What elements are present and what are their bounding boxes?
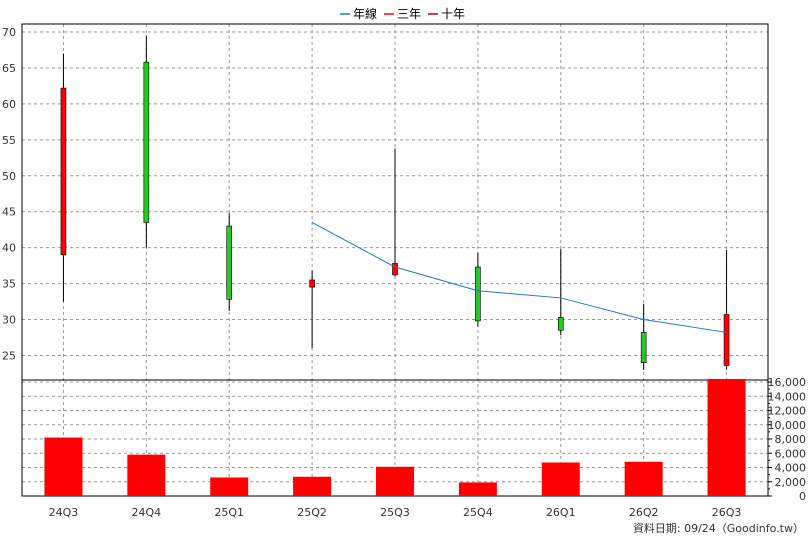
candle-body	[60, 87, 67, 256]
category-tick-label: 26Q2	[629, 506, 659, 519]
price-tick-label: 70	[2, 26, 16, 39]
candle-body	[143, 61, 150, 223]
volume-bar	[210, 477, 249, 496]
price-tick-label: 40	[2, 242, 16, 255]
candle-body	[723, 314, 730, 366]
category-tick-label: 26Q3	[712, 506, 742, 519]
volume-tick-label: 12,000	[768, 405, 807, 418]
annual-line	[311, 222, 727, 333]
price-tick-label: 60	[2, 98, 16, 111]
category-tick-label: 26Q1	[546, 506, 576, 519]
candle-body	[309, 279, 315, 288]
volume-bar	[541, 462, 580, 496]
volume-tick-label: 6,000	[775, 447, 807, 460]
legend-label: 三年	[397, 7, 421, 21]
volume-bar	[707, 379, 746, 496]
category-tick-label: 25Q2	[297, 506, 327, 519]
candle-body	[392, 263, 398, 276]
price-tick-label: 50	[2, 170, 16, 183]
volume-bar	[458, 482, 497, 496]
candle-body	[640, 332, 647, 363]
candle-body	[557, 317, 564, 331]
legend: 年線 三年 十年	[340, 6, 465, 21]
category-tick-label: 25Q3	[380, 506, 410, 519]
category-tick-label: 25Q1	[214, 506, 244, 519]
volume-tick-label: 16,000	[768, 376, 807, 389]
footer-source: 資料日期: 09/24（Goodinfo.tw）	[633, 521, 804, 535]
candle-body	[226, 225, 233, 300]
category-tick-label: 24Q3	[49, 506, 79, 519]
price-tick-label: 45	[2, 206, 16, 219]
price-tick-label: 30	[2, 314, 16, 327]
price-tick-label: 25	[2, 349, 16, 362]
volume-tick-label: 8,000	[775, 433, 807, 446]
volume-bar	[44, 437, 83, 496]
volume-tick-label: 2,000	[775, 476, 807, 489]
legend-label: 年線	[353, 6, 377, 21]
legend-label: 十年	[441, 7, 465, 21]
volume-bar	[624, 461, 663, 496]
candle-body	[475, 266, 481, 322]
volume-bar	[127, 454, 166, 496]
volume-tick-label: 0	[799, 490, 806, 503]
annual-line-path	[311, 222, 727, 333]
volume-tick-label: 4,000	[775, 462, 807, 475]
volume-bars	[44, 379, 746, 496]
volume-tick-label: 14,000	[768, 390, 807, 403]
category-tick-label: 24Q4	[132, 506, 162, 519]
candlesticks	[60, 35, 730, 370]
volume-tick-label: 10,000	[768, 419, 807, 432]
price-tick-label: 35	[2, 278, 16, 291]
price-tick-label: 55	[2, 134, 16, 147]
price-tick-label: 65	[2, 62, 16, 75]
category-tick-label: 25Q4	[463, 506, 493, 519]
volume-bar	[376, 466, 414, 496]
volume-bar	[293, 476, 332, 496]
